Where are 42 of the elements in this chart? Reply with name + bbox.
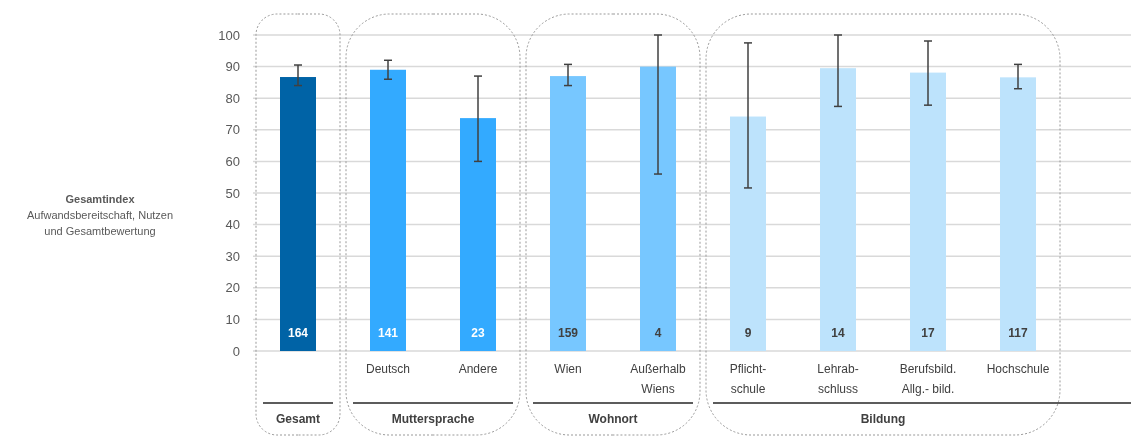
bar [550, 76, 586, 351]
bar [820, 68, 856, 351]
annotation: 14 [831, 326, 845, 340]
bar [460, 118, 496, 351]
annotation: 141 [377, 326, 399, 340]
y-tick-label: 80 [225, 90, 240, 106]
y-tick-label: 90 [225, 59, 240, 75]
bar [370, 69, 406, 351]
y-tick-label: 70 [225, 122, 240, 138]
annotation: 9 [744, 326, 752, 340]
bar [1000, 77, 1036, 351]
annotation: 164 [287, 326, 309, 340]
text: Gesamt [275, 412, 321, 426]
annotation: 4 [654, 326, 662, 340]
y-tick-label: 60 [225, 153, 240, 169]
x-tick-label: Andere [458, 362, 498, 376]
y-axis-title: Gesamtindex Aufwandsbereitschaft, Nutzen und Gesamtbewertung [26, 193, 174, 237]
bar [640, 66, 676, 351]
x-tick-label: Außerhalb Wiens [630, 362, 686, 396]
annotation: 159 [557, 326, 579, 340]
annotation: 23 [471, 326, 485, 340]
bar [910, 72, 946, 351]
annotation: 117 [1008, 326, 1029, 340]
x-tick-label: Pflicht- schule [729, 362, 767, 396]
annotation: 17 [921, 326, 935, 340]
x-tick-label: Deutsch [365, 362, 411, 376]
x-tick-label: Berufsbild. Allg.- bild. [899, 362, 957, 396]
x-tick-label: Wien [554, 362, 582, 376]
bar [280, 77, 316, 351]
y-tick-label: 100 [218, 27, 240, 43]
y-tick-label: 20 [225, 280, 240, 296]
x-tick-label: Hochschule [986, 362, 1050, 376]
y-tick-label: 40 [225, 217, 240, 233]
y-tick-label: 50 [225, 185, 240, 201]
bar [730, 116, 766, 351]
y-tick-label: 10 [225, 311, 240, 327]
text: Wohnort [588, 412, 638, 426]
y-tick-label: 0 [232, 343, 240, 359]
y-tick-label: 30 [225, 248, 240, 264]
x-tick-label: Lehrab- schluss [817, 362, 859, 396]
text: Bildung [860, 412, 906, 426]
text: Muttersprache [391, 412, 475, 426]
